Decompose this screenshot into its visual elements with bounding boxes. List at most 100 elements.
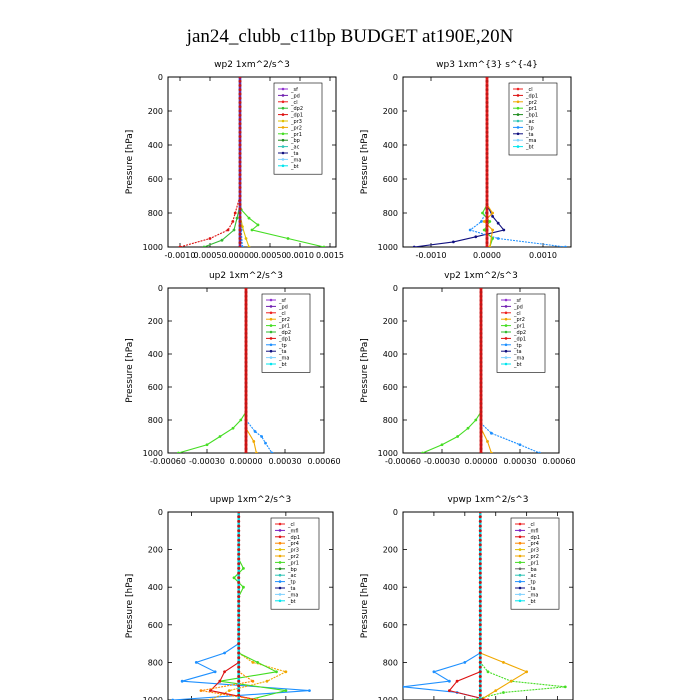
profile-marker <box>485 113 489 117</box>
profile-marker <box>485 207 489 211</box>
data-point <box>242 567 245 570</box>
data-point <box>463 661 467 664</box>
legend-entry: _bp1 <box>525 113 538 119</box>
profile-marker <box>237 585 241 589</box>
series-line-tp <box>403 512 489 700</box>
legend-entry: _ac <box>527 573 537 579</box>
legend-marker <box>518 522 522 526</box>
profile-marker <box>244 344 248 348</box>
legend-entry: _bp <box>287 567 297 573</box>
profile-marker <box>237 557 241 561</box>
profile-marker <box>478 519 482 523</box>
profile-marker <box>478 646 482 650</box>
legend-entry: _bt <box>513 362 522 368</box>
profile-marker <box>479 311 483 315</box>
profile-marker <box>237 529 241 533</box>
data-point <box>235 216 239 220</box>
data-point <box>242 585 245 589</box>
profile-marker <box>485 139 489 143</box>
profile-marker <box>478 693 482 697</box>
profile-marker <box>485 215 489 219</box>
legend-marker <box>269 349 273 353</box>
profile-marker <box>479 336 483 339</box>
profile-marker <box>237 599 241 603</box>
profile-marker <box>244 340 248 344</box>
data-point <box>488 245 492 247</box>
y-tick-label: 0 <box>393 508 398 517</box>
profile-marker <box>478 571 482 575</box>
y-tick-label: 1000 <box>143 243 163 252</box>
profile-marker <box>238 237 242 240</box>
profile-marker <box>238 147 242 151</box>
y-tick-label: 1000 <box>143 696 163 700</box>
y-tick-label: 800 <box>148 416 163 425</box>
legend-marker <box>278 548 282 551</box>
y-tick-label: 600 <box>148 383 163 392</box>
profile-marker <box>479 307 483 311</box>
profile-marker <box>479 418 483 422</box>
profile-marker <box>478 548 482 552</box>
data-point <box>256 223 260 227</box>
data-point <box>244 237 248 240</box>
profile-marker <box>485 245 489 247</box>
profile-marker <box>238 215 242 219</box>
profile-marker <box>238 190 242 194</box>
y-tick-label: 0 <box>393 284 398 293</box>
legend-entry: _cl <box>287 522 295 528</box>
legend-entry: _pr1 <box>527 560 539 566</box>
profile-marker <box>478 660 482 664</box>
profile-marker <box>478 538 482 542</box>
profile-marker <box>479 340 483 344</box>
legend-entry: _ta <box>290 151 299 157</box>
series-line-pr4 <box>200 512 258 700</box>
plot-frame <box>167 511 334 700</box>
panel-5: upwp 1xm^2/s^3 Pressure [hPa] 0 200 400 600 80… <box>125 495 334 700</box>
legend-marker <box>278 573 282 577</box>
profile-marker <box>479 397 483 401</box>
profile-marker <box>478 670 482 674</box>
data-point <box>486 440 489 443</box>
legend-entry: _pr1 <box>513 324 525 330</box>
profile-marker <box>478 529 482 533</box>
data-point <box>502 228 506 232</box>
y-tick-label: 600 <box>383 175 398 184</box>
data-point <box>491 237 494 240</box>
profile-marker <box>237 675 241 678</box>
profile-marker <box>238 122 242 126</box>
panel-2: wp3 1xm^{3} s^{-4} Pressure [hPa] 0 200 400 6… <box>360 60 572 260</box>
profile-marker <box>479 422 483 426</box>
profile-marker <box>238 232 242 236</box>
y-tick-label: 200 <box>148 107 163 116</box>
profile-marker <box>238 77 242 79</box>
data-point <box>231 220 235 223</box>
profile-marker <box>479 414 483 418</box>
profile-marker <box>479 303 483 306</box>
profile-marker <box>237 689 241 693</box>
profile-marker <box>244 331 248 335</box>
legend-entry: _bp <box>290 138 300 144</box>
legend-entry: _dp1 <box>287 535 300 541</box>
y-tick-label: 800 <box>148 209 163 218</box>
y-tick-label: 0 <box>158 508 163 517</box>
legend-marker <box>504 349 508 353</box>
data-point <box>496 221 500 225</box>
profile-marker <box>238 88 242 92</box>
legend-entry: _ta <box>513 349 522 355</box>
profile-marker <box>479 410 483 414</box>
profile-marker <box>238 113 242 117</box>
legend-marker <box>504 356 508 359</box>
y-tick-label: 1000 <box>143 449 163 458</box>
legend-marker <box>281 126 285 129</box>
legend-marker <box>269 362 273 366</box>
x-tick-label: 0.00000 <box>464 457 497 466</box>
legend-entry: _ba <box>527 567 537 573</box>
profile-marker <box>478 684 482 688</box>
data-point <box>502 661 505 664</box>
legend-marker <box>269 305 273 308</box>
legend-marker <box>504 324 508 327</box>
profile-marker <box>244 373 248 377</box>
legend-entry: _bt <box>527 599 536 605</box>
data-point <box>239 418 243 422</box>
profile-marker <box>485 126 489 130</box>
legend-entry: _ac <box>525 119 535 125</box>
